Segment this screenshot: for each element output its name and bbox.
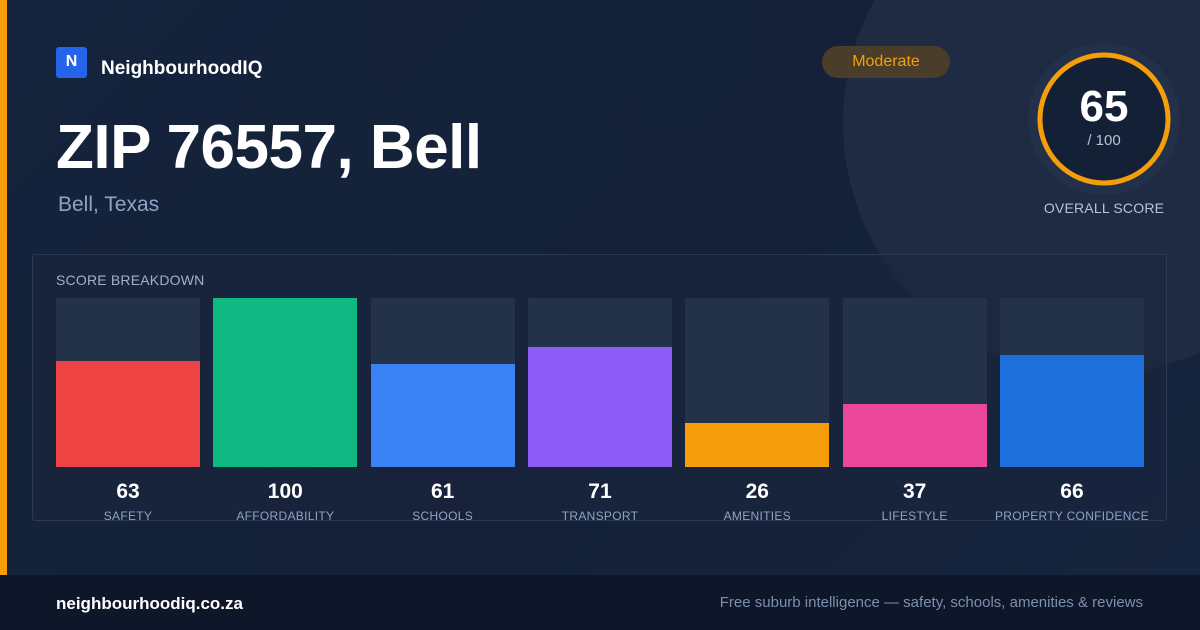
bar-fill bbox=[999, 355, 1144, 467]
bar-value: 66 bbox=[1060, 480, 1084, 503]
bar-track bbox=[527, 298, 672, 467]
overall-score-max: / 100 bbox=[1087, 132, 1121, 149]
bar-label: PROPERTY CONFIDENCE bbox=[994, 509, 1149, 523]
score-bar-transport: 71 TRANSPORT bbox=[527, 298, 672, 523]
brand-name: NeighbourhoodIQ bbox=[101, 58, 263, 79]
overall-score-value: 65 bbox=[1079, 82, 1129, 131]
bar-fill bbox=[56, 360, 200, 467]
footer-site-link[interactable]: neighbourhoodiq.co.za bbox=[56, 594, 243, 613]
score-bar-amenities: 26 AMENITIES bbox=[685, 298, 830, 523]
bar-label: SCHOOLS bbox=[412, 509, 474, 523]
footer-tagline: Free suburb intelligence — safety, schoo… bbox=[719, 594, 1143, 611]
bar-track bbox=[370, 298, 515, 467]
bar-label: TRANSPORT bbox=[561, 509, 639, 523]
footer: neighbourhoodiq.co.za Free suburb intell… bbox=[0, 575, 1200, 630]
bar-fill bbox=[370, 363, 515, 467]
bar-track bbox=[999, 298, 1144, 467]
bar-value: 100 bbox=[267, 480, 303, 503]
bar-track bbox=[685, 298, 830, 467]
score-ring-graphic bbox=[1028, 43, 1180, 195]
bar-track bbox=[842, 298, 987, 467]
bar-value: 26 bbox=[745, 480, 769, 503]
location-subtitle: Bell, Texas bbox=[58, 193, 160, 216]
breakdown-bars: 63 SAFETY 100 AFFORDABILITY 61 SCHOOLS 71 TRANS… bbox=[56, 298, 1149, 523]
bar-fill bbox=[213, 298, 358, 467]
bar-label: AMENITIES bbox=[723, 509, 791, 523]
score-bar-safety: 63 SAFETY bbox=[56, 298, 200, 523]
breakdown-title: SCORE BREAKDOWN bbox=[56, 272, 205, 288]
bar-value: 61 bbox=[430, 480, 455, 503]
bar-track bbox=[213, 298, 358, 467]
score-bar-lifestyle: 37 LIFESTYLE bbox=[842, 298, 987, 523]
overall-score-ring: 65 / 100 bbox=[1028, 43, 1180, 195]
bar-track bbox=[56, 298, 200, 467]
bar-value: 37 bbox=[902, 480, 927, 503]
score-bar-affordability: 100 AFFORDABILITY bbox=[213, 298, 358, 523]
overall-score-caption: OVERALL SCORE bbox=[1043, 200, 1165, 216]
bar-value: 63 bbox=[116, 480, 140, 503]
bar-fill bbox=[685, 423, 830, 467]
score-breakdown-panel: SCORE BREAKDOWN 63 SAFETY 100 AFFORDABILITY… bbox=[32, 254, 1167, 523]
score-card: N NeighbourhoodIQ ZIP 76557, Bell Bell, … bbox=[0, 0, 1200, 575]
brand-logo-icon: N bbox=[56, 46, 87, 78]
bar-label: LIFESTYLE bbox=[881, 509, 948, 523]
bar-label: AFFORDABILITY bbox=[236, 509, 335, 523]
bar-fill bbox=[842, 404, 987, 467]
rating-badge: Moderate bbox=[822, 46, 950, 78]
accent-bar bbox=[0, 0, 7, 575]
page-title: ZIP 76557, Bell bbox=[56, 113, 482, 182]
bar-fill bbox=[527, 347, 672, 467]
score-bar-property-confidence: 66 PROPERTY CONFIDENCE bbox=[995, 298, 1149, 523]
bar-value: 71 bbox=[588, 480, 612, 503]
brand: N NeighbourhoodIQ bbox=[56, 46, 262, 80]
score-bar-schools: 61 SCHOOLS bbox=[370, 298, 515, 523]
bar-label: SAFETY bbox=[103, 509, 153, 523]
